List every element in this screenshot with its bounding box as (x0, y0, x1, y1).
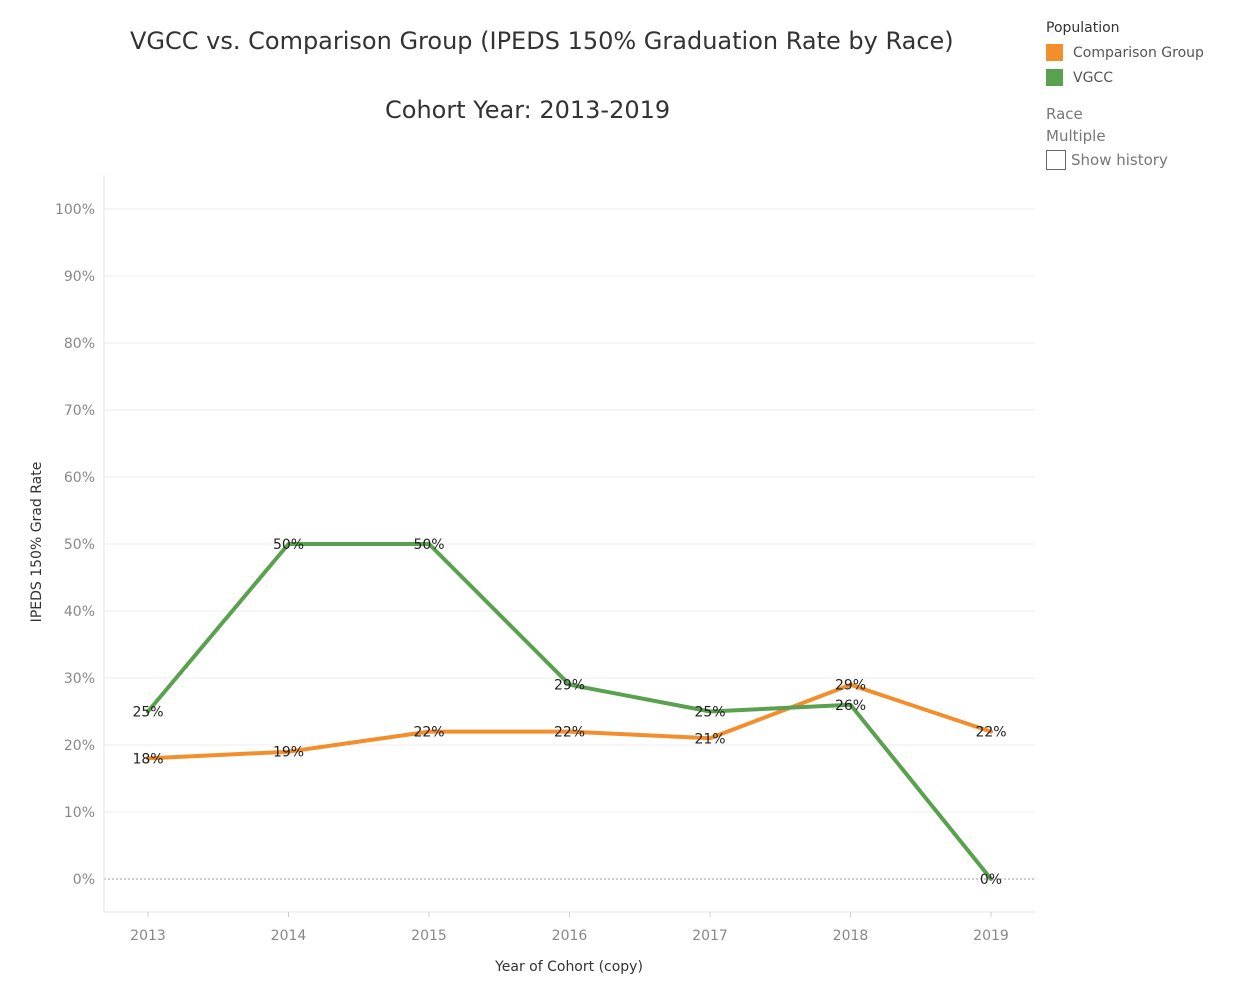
data-label: 19% (273, 745, 304, 761)
legend-label: Comparison Group (1073, 44, 1204, 61)
data-label: 22% (975, 725, 1006, 741)
x-axis-label: Year of Cohort (copy) (494, 959, 643, 975)
data-label: 21% (694, 731, 725, 747)
data-label: 22% (554, 725, 585, 741)
x-tick-label: 2013 (130, 928, 166, 944)
data-label: 50% (273, 537, 304, 553)
y-tick-label: 10% (64, 805, 95, 821)
show-history-toggle[interactable]: Show history (1046, 149, 1168, 171)
show-history-label: Show history (1071, 151, 1168, 169)
data-labels: 18% 19% 22% 22% 21% 29% 22% 25% 50% 50% 29% 25% 26% 0… (132, 537, 1006, 888)
data-label: 25% (694, 705, 725, 721)
y-tick-label: 30% (64, 671, 95, 687)
x-tick-label: 2017 (692, 928, 728, 944)
filter-value[interactable]: Multiple (1046, 127, 1106, 145)
legend-label: VGCC (1073, 69, 1113, 86)
chart-subtitle: Cohort Year: 2013-2019 (385, 96, 671, 124)
data-label: 26% (835, 698, 866, 714)
data-label: 22% (413, 725, 444, 741)
series-line-vgcc (146, 542, 993, 881)
chart-title: VGCC vs. Comparison Group (IPEDS 150% Gr… (130, 27, 954, 55)
data-label: 25% (132, 705, 163, 721)
show-history-checkbox[interactable] (1046, 150, 1066, 170)
y-tick-label: 20% (64, 738, 95, 754)
x-tick-label: 2015 (411, 928, 447, 944)
data-label: 29% (554, 678, 585, 694)
data-label: 29% (835, 678, 866, 694)
legend-swatch-vgcc (1046, 69, 1063, 86)
x-tick-label: 2016 (552, 928, 588, 944)
data-label: 0% (980, 872, 1002, 888)
legend-title: Population (1046, 20, 1120, 36)
legend-item-vgcc[interactable]: VGCC (1046, 65, 1204, 90)
race-filter: Race Multiple Show history (1046, 103, 1168, 171)
y-tick-label: 100% (55, 202, 95, 218)
data-label: 18% (132, 751, 163, 767)
x-tick-label: 2018 (833, 928, 869, 944)
x-tick-label: 2019 (973, 928, 1009, 944)
data-label: 50% (413, 537, 444, 553)
y-tick-label: 90% (64, 269, 95, 285)
x-tick-label: 2014 (271, 928, 307, 944)
y-tick-label: 50% (64, 537, 95, 553)
y-tick-label: 60% (64, 470, 95, 486)
y-tick-label: 40% (64, 604, 95, 620)
legend-swatch-comparison-group (1046, 44, 1063, 61)
series-line-comparison-group (146, 682, 993, 761)
y-axis-label: IPEDS 150% Grad Rate (29, 462, 45, 623)
y-tick-label: 70% (64, 403, 95, 419)
y-tick-label: 80% (64, 336, 95, 352)
series-lines (146, 542, 993, 881)
axes: 0% 10% 20% 30% 40% 50% 60% 70% 80% 90% 100% 2013 201… (55, 175, 1035, 944)
legend-item-comparison-group[interactable]: Comparison Group (1046, 40, 1204, 65)
y-tick-label: 0% (73, 872, 95, 888)
legend: Population Comparison Group VGCC (1046, 20, 1204, 90)
grid-lines (104, 208, 1035, 880)
filter-title: Race (1046, 105, 1083, 123)
